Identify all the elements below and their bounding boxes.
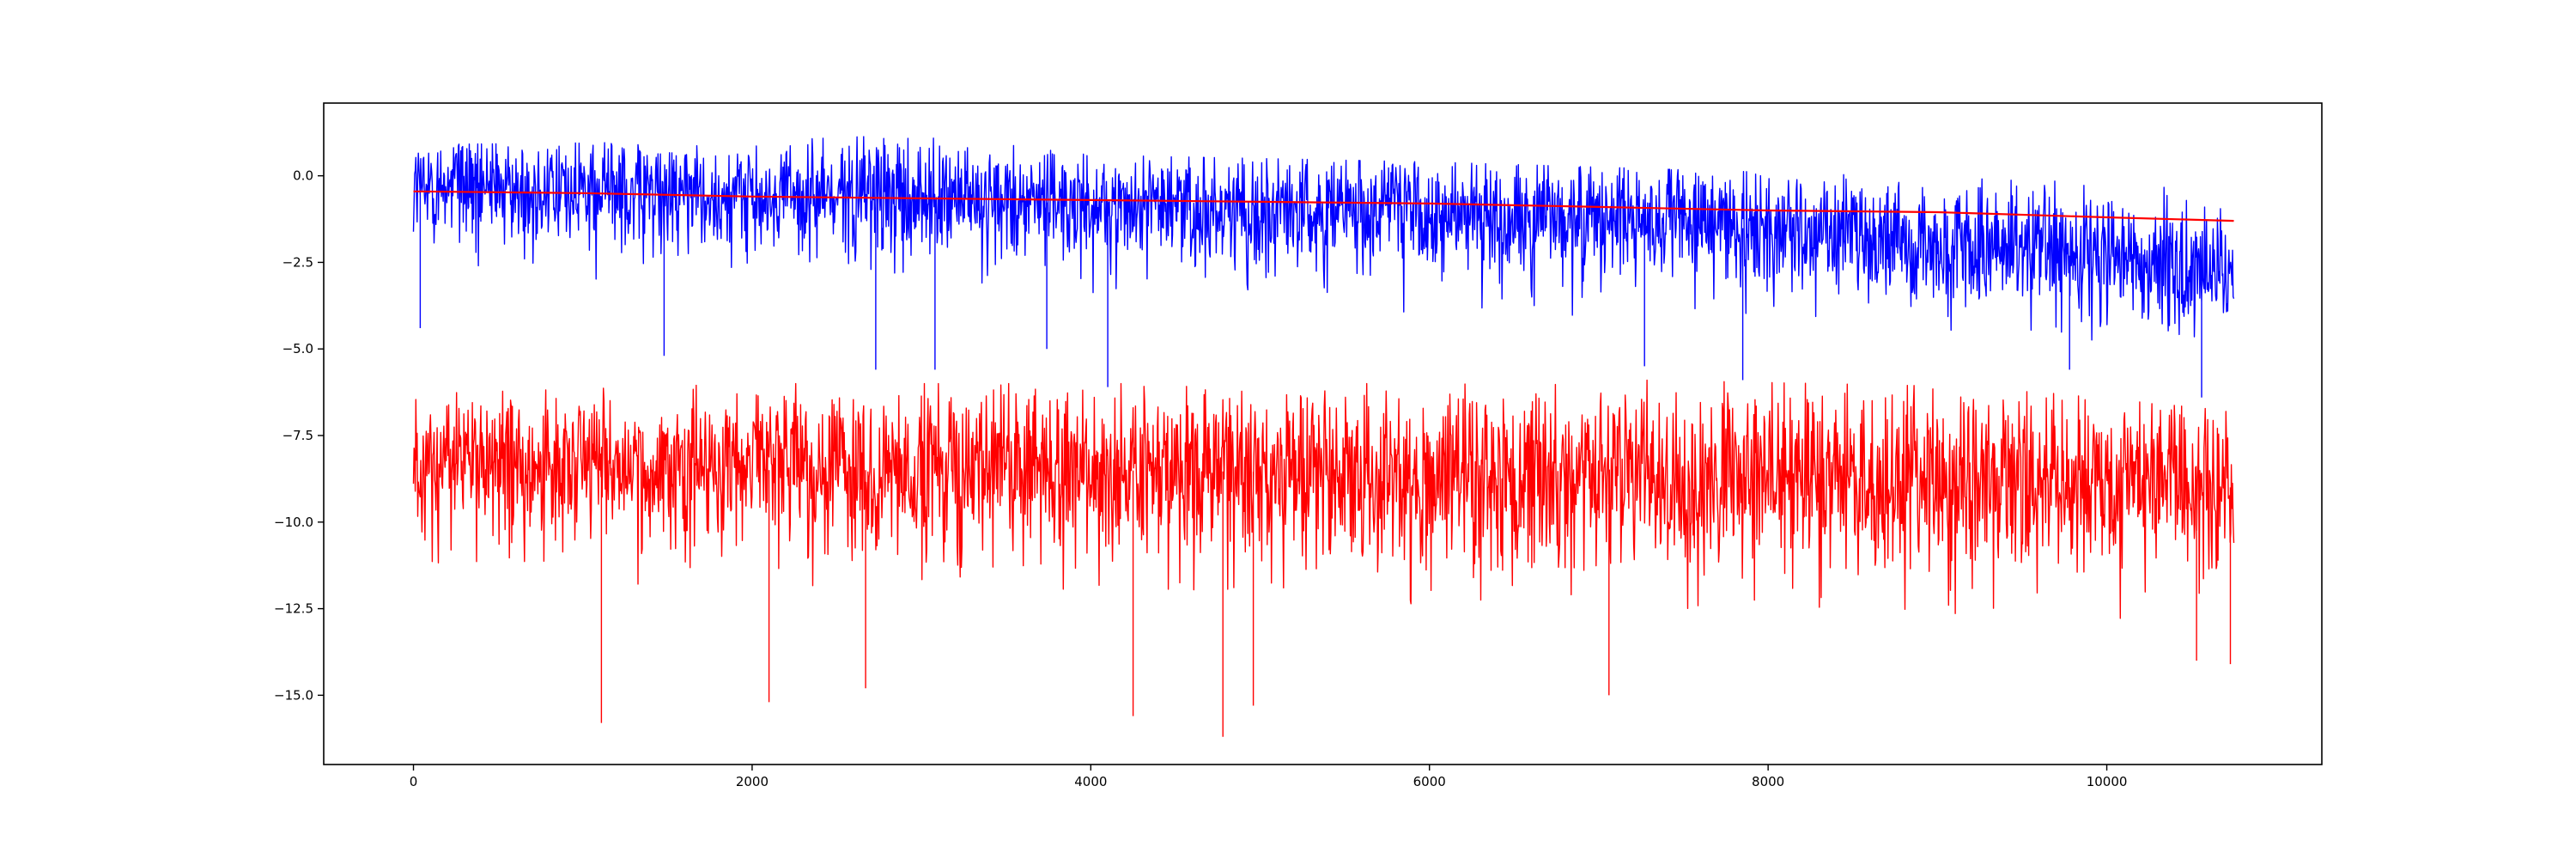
y-axis: 0.0 −2.5 −5.0 −7.5 −10.0 −12.5 −15.0 [274,168,324,703]
series-layer [412,136,2235,737]
y-tick-label: −15.0 [274,687,313,703]
x-tick-label: 0 [410,774,418,789]
x-tick-label: 4000 [1074,774,1107,789]
plot-area-frame [323,102,2323,765]
x-tick-label: 8000 [1752,774,1784,789]
x-axis: 0 2000 4000 6000 8000 10000 [410,765,2128,789]
series-0-line [412,136,2235,398]
series-2-line [413,190,2234,222]
y-tick-label: 0.0 [293,168,313,184]
x-tick-label: 6000 [1413,774,1446,789]
y-tick-label: −5.0 [283,341,313,356]
y-tick-label: −12.5 [274,601,313,617]
x-tick-label: 2000 [736,774,769,789]
x-tick-label: 10000 [2087,774,2128,789]
y-tick-label: −2.5 [283,254,313,270]
y-tick-label: −7.5 [283,428,313,443]
y-tick-label: −10.0 [274,515,313,530]
series-1-line [412,379,2235,737]
